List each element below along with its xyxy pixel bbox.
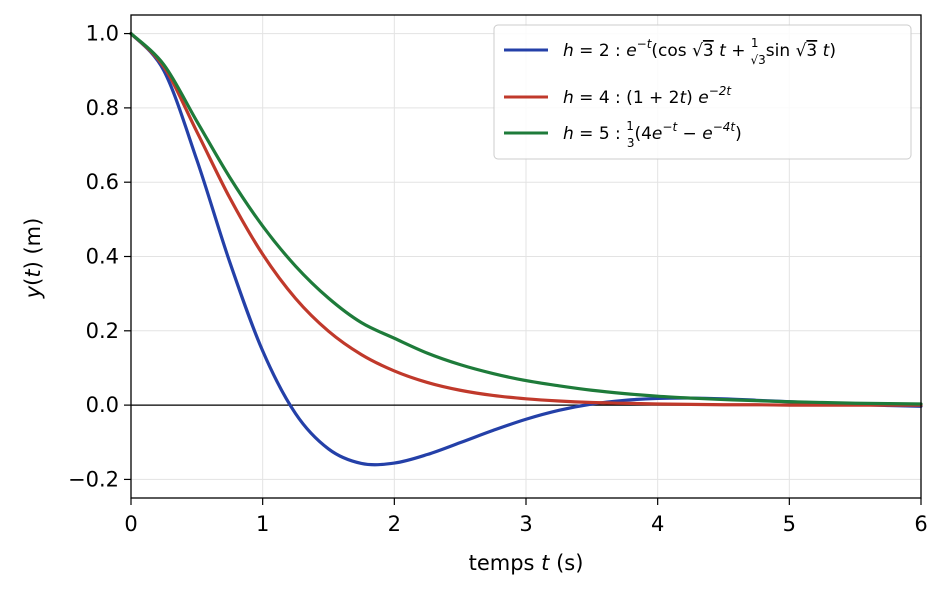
plot-lines: [129, 31, 923, 467]
y-tick-label: 0.4: [86, 245, 119, 269]
series-line-h5: [129, 31, 923, 406]
y-axis-label: y(t) (m): [21, 218, 45, 300]
y-tick-label: 1.0: [86, 22, 119, 46]
x-tick-label: 3: [519, 512, 532, 536]
legend-entry-h2: h = 2 : e−t(cos √3 t + 1 √3sin √3 t): [563, 36, 836, 67]
series-line-h4: [129, 31, 923, 407]
x-tick-label: 1: [256, 512, 269, 536]
y-tick-label: 0.8: [86, 96, 119, 120]
x-tick-label: 4: [651, 512, 664, 536]
legend-entry-h5: h = 5 : 1 3(4e−t − e−4t): [563, 119, 742, 150]
x-tick-label: 0: [124, 512, 137, 536]
ticks: 0 1 2 3 4 5 6 −0.2 0.0 0.2 0.4 0.6 0.8 1.0: [68, 22, 928, 536]
y-tick-label: 0.6: [86, 170, 119, 194]
y-tick-label: −0.2: [68, 467, 119, 491]
y-tick-label: 0.2: [86, 319, 119, 343]
x-tick-label: 5: [783, 512, 796, 536]
x-tick-label: 6: [914, 512, 927, 536]
legend-box: [493, 24, 912, 160]
legend-entry-h4: h = 4 : (1 + 2t) e−2t: [563, 84, 732, 108]
y-tick-label: 0.0: [86, 393, 119, 417]
x-tick-label: 2: [388, 512, 401, 536]
legend: h = 2 : e−t(cos √3 t + 1 √3sin √3 t) h = …: [493, 24, 912, 160]
x-axis-label: temps t (s): [469, 551, 584, 575]
